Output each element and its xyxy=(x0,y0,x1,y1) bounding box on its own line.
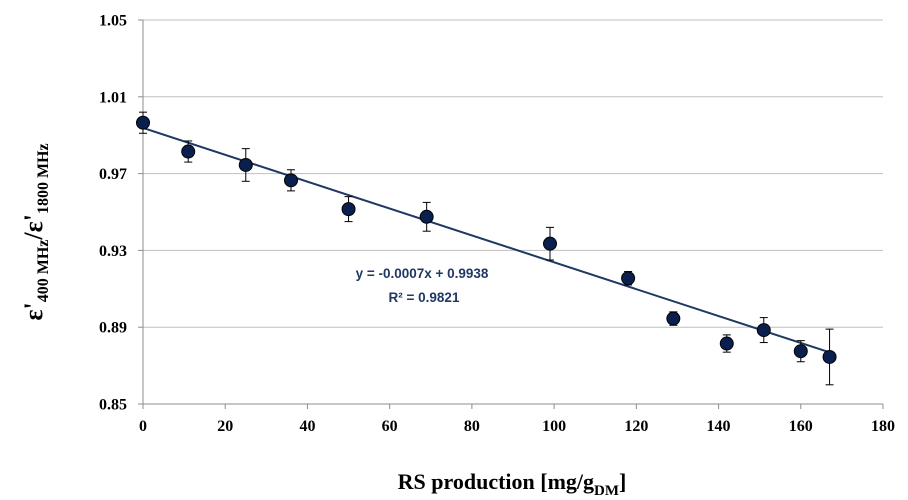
data-point xyxy=(419,209,434,224)
gridlines xyxy=(143,19,883,328)
data-point xyxy=(284,173,298,188)
data-point xyxy=(756,323,771,338)
y-tick-label: 1.01 xyxy=(99,89,127,106)
x-tick-labels: 0 20 40 60 80 100 120 140 160 180 xyxy=(139,418,895,435)
data-point xyxy=(238,157,253,172)
r-squared-label: R² = 0.9821 xyxy=(389,290,460,305)
y-tick-label: 0.85 xyxy=(99,397,127,414)
data-point xyxy=(822,349,837,364)
y-axis-title-eps: ε' xyxy=(19,302,48,320)
x-axis-title: RS production [mg/gDM] xyxy=(398,469,627,495)
x-tick-label: 180 xyxy=(871,418,895,435)
y-tick-label: 0.93 xyxy=(99,243,127,260)
trendline-equation: y = -0.0007x + 0.9938 xyxy=(356,266,489,281)
x-tick-label: 120 xyxy=(624,418,648,435)
x-tick-label: 20 xyxy=(217,418,233,435)
y-tick-label: 0.89 xyxy=(99,320,127,337)
trendline-group xyxy=(142,126,830,354)
y-axis-title: ε'400 MHz/ε'1800 MHz xyxy=(19,143,52,320)
data-point xyxy=(136,115,150,130)
x-tick-label: 60 xyxy=(382,418,398,435)
x-axis-title-main: RS production [mg/g xyxy=(398,469,594,494)
x-tick-label: 0 xyxy=(139,418,147,435)
y-axis-title-sub1: 400 MHz xyxy=(35,240,52,303)
data-point xyxy=(543,236,557,251)
data-point xyxy=(181,144,196,159)
x-tick-label: 100 xyxy=(542,418,566,435)
x-tick-label: 140 xyxy=(707,418,731,435)
axes xyxy=(138,19,884,409)
y-tick-labels: 0.85 0.89 0.93 0.97 1.01 1.05 xyxy=(99,13,127,414)
y-tick-label: 1.05 xyxy=(99,13,127,30)
x-axis-title-close: ] xyxy=(619,469,626,494)
y-axis-title-slash: /ε' xyxy=(19,214,48,241)
y-axis-title-sub2: 1800 MHz xyxy=(35,143,52,214)
x-tick-label: 160 xyxy=(789,418,813,435)
data-point xyxy=(621,271,636,286)
x-tick-label: 80 xyxy=(464,418,480,435)
y-tick-label: 0.97 xyxy=(99,166,127,183)
data-points xyxy=(136,115,837,364)
data-point xyxy=(341,202,356,217)
data-point xyxy=(793,344,808,359)
data-point xyxy=(666,311,681,326)
data-point xyxy=(719,336,734,351)
x-tick-label: 40 xyxy=(299,418,315,435)
trendline xyxy=(142,126,830,354)
x-axis-title-sub: DM xyxy=(594,483,619,495)
